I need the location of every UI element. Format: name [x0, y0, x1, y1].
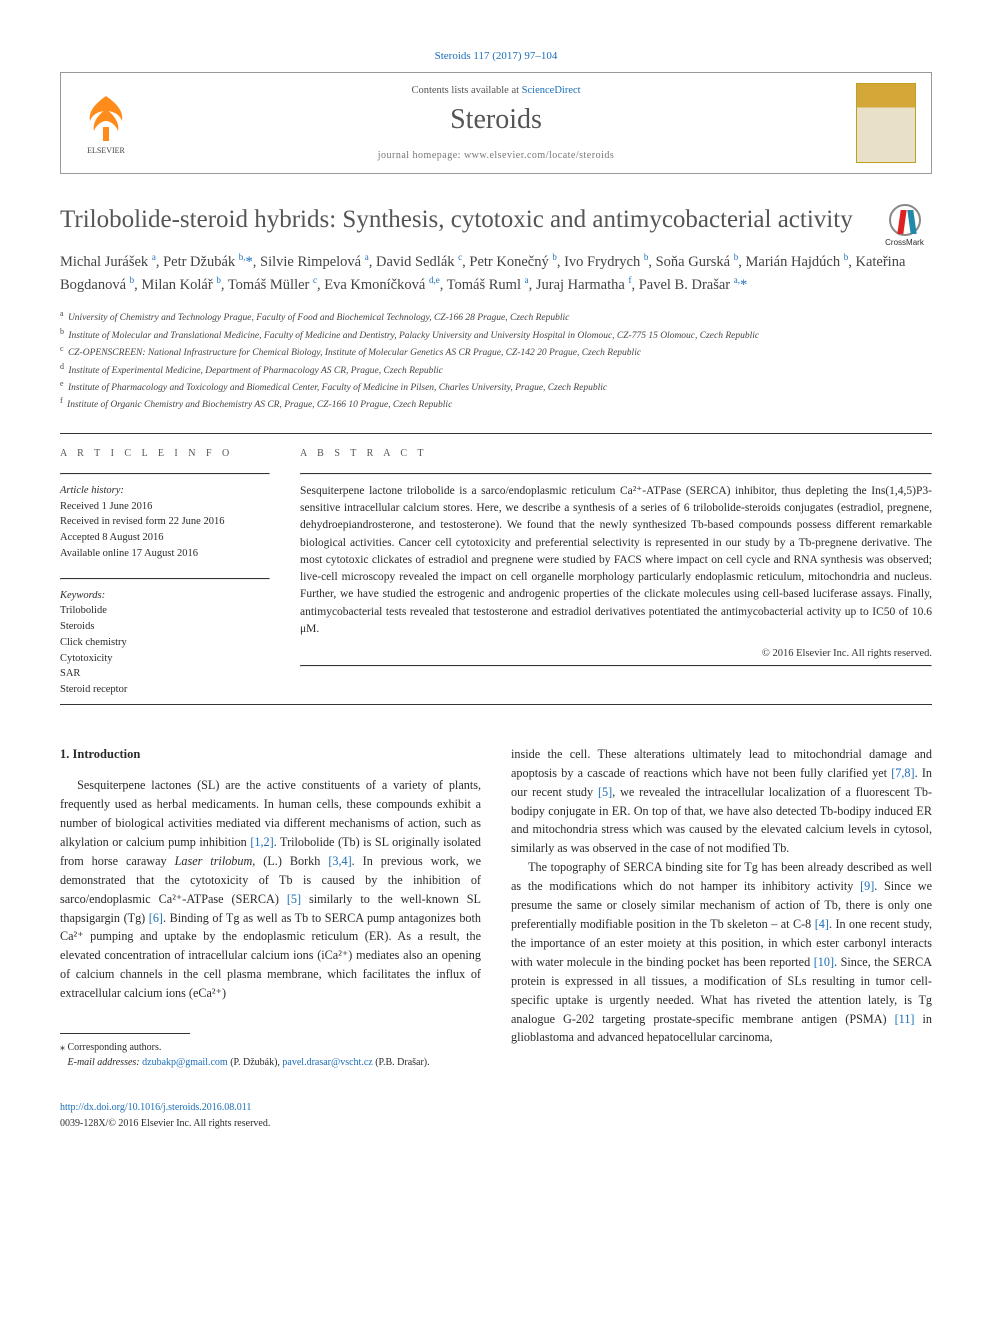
- abs-rule-top: [300, 473, 932, 475]
- svg-text:ELSEVIER: ELSEVIER: [87, 146, 125, 155]
- doi-block: http://dx.doi.org/10.1016/j.steroids.201…: [60, 1100, 481, 1131]
- title-row: Trilobolide-steroid hybrids: Synthesis, …: [60, 204, 932, 251]
- body-columns: 1. Introduction Sesquiterpene lactones (…: [60, 745, 932, 1131]
- bottom-rule: [60, 704, 932, 705]
- crossmark-icon: [889, 204, 921, 236]
- history-line: Available online 17 August 2016: [60, 548, 198, 559]
- email-link-1[interactable]: dzubakp@gmail.com: [142, 1057, 228, 1068]
- ref-link[interactable]: [6]: [149, 911, 163, 925]
- journal-header-center: Contents lists available at ScienceDirec…: [151, 73, 841, 173]
- corresp-label: Corresponding authors.: [68, 1042, 162, 1053]
- article-title: Trilobolide-steroid hybrids: Synthesis, …: [60, 204, 867, 235]
- footnote-rule: [60, 1033, 190, 1034]
- ref-link[interactable]: [10]: [814, 955, 834, 969]
- keyword: Trilobolide: [60, 605, 107, 616]
- article-history: Article history: Received 1 June 2016 Re…: [60, 483, 270, 562]
- journal-cover-thumb[interactable]: [856, 83, 916, 163]
- body-para-1: Sesquiterpene lactones (SL) are the acti…: [60, 776, 481, 1003]
- ai-rule-1: [60, 473, 270, 475]
- ref-link[interactable]: [1,2]: [250, 835, 273, 849]
- journal-header-box: ELSEVIER Contents lists available at Sci…: [60, 72, 932, 174]
- contents-label: Contents lists available at: [411, 85, 521, 96]
- abs-rule-bottom: [300, 665, 932, 667]
- homepage-label: journal homepage:: [378, 150, 464, 161]
- crossmark-label: CrossMark: [885, 238, 924, 247]
- journal-name: Steroids: [151, 104, 841, 136]
- abstract-heading: A B S T R A C T: [300, 448, 932, 459]
- abstract-copyright: © 2016 Elsevier Inc. All rights reserved…: [300, 648, 932, 659]
- ref-link[interactable]: [7,8]: [891, 766, 914, 780]
- doi-link[interactable]: http://dx.doi.org/10.1016/j.steroids.201…: [60, 1102, 251, 1113]
- keywords-heading: Keywords:: [60, 590, 105, 601]
- info-abstract-row: A R T I C L E I N F O Article history: R…: [60, 434, 932, 698]
- journal-cover-cell: [841, 73, 931, 173]
- journal-homepage-line: journal homepage: www.elsevier.com/locat…: [151, 150, 841, 161]
- crossmark-badge[interactable]: CrossMark: [877, 204, 932, 247]
- ref-link[interactable]: [4]: [815, 917, 829, 931]
- history-heading: Article history:: [60, 485, 124, 496]
- keywords-block: Keywords: Trilobolide Steroids Click che…: [60, 588, 270, 698]
- homepage-url[interactable]: www.elsevier.com/locate/steroids: [464, 150, 614, 161]
- corresp-marker: ⁎: [60, 1042, 68, 1053]
- keyword: Click chemistry: [60, 637, 127, 648]
- ref-link[interactable]: [11]: [895, 1012, 915, 1026]
- article-info-heading: A R T I C L E I N F O: [60, 448, 270, 459]
- email-who-2: (P.B. Drašar).: [375, 1057, 429, 1068]
- body-para-2: inside the cell. These alterations ultim…: [511, 745, 932, 858]
- ref-link[interactable]: [3,4]: [328, 854, 351, 868]
- contents-lists-line: Contents lists available at ScienceDirec…: [151, 85, 841, 96]
- emails-label: E-mail addresses:: [68, 1057, 140, 1068]
- abstract-text: Sesquiterpene lactone trilobolide is a s…: [300, 483, 932, 638]
- ai-rule-2: [60, 578, 270, 580]
- section-heading-intro: 1. Introduction: [60, 745, 481, 764]
- keyword: Steroids: [60, 621, 94, 632]
- issn-copyright: 0039-128X/© 2016 Elsevier Inc. All right…: [60, 1118, 270, 1129]
- elsevier-tree-icon[interactable]: ELSEVIER: [76, 91, 136, 156]
- email-who-1: (P. Džubák),: [230, 1057, 280, 1068]
- history-line: Received 1 June 2016: [60, 501, 152, 512]
- ref-link[interactable]: [5]: [287, 892, 301, 906]
- page-root: Steroids 117 (2017) 97–104 ELSEVIER Cont…: [0, 0, 992, 1181]
- authors-line: Michal Jurášek a, Petr Džubák b,*, Silvi…: [60, 251, 932, 296]
- ref-link[interactable]: [9]: [860, 879, 874, 893]
- history-line: Accepted 8 August 2016: [60, 532, 164, 543]
- history-line: Received in revised form 22 June 2016: [60, 516, 224, 527]
- publisher-logo-cell: ELSEVIER: [61, 73, 151, 173]
- affiliations-block: a University of Chemistry and Technology…: [60, 308, 932, 412]
- article-info-column: A R T I C L E I N F O Article history: R…: [60, 434, 270, 698]
- footnotes: ⁎ Corresponding authors. E-mail addresse…: [60, 1040, 481, 1070]
- body-para-3: The topography of SERCA binding site for…: [511, 858, 932, 1047]
- sciencedirect-link[interactable]: ScienceDirect: [522, 85, 581, 96]
- keyword: Cytotoxicity: [60, 653, 113, 664]
- body-col-1: 1. Introduction Sesquiterpene lactones (…: [60, 745, 481, 1131]
- email-link-2[interactable]: pavel.drasar@vscht.cz: [282, 1057, 372, 1068]
- body-col-2: inside the cell. These alterations ultim…: [511, 745, 932, 1131]
- keyword: SAR: [60, 668, 80, 679]
- keyword: Steroid receptor: [60, 684, 127, 695]
- ref-link[interactable]: [5]: [598, 785, 612, 799]
- abstract-column: A B S T R A C T Sesquiterpene lactone tr…: [300, 434, 932, 698]
- citation-top[interactable]: Steroids 117 (2017) 97–104: [60, 50, 932, 62]
